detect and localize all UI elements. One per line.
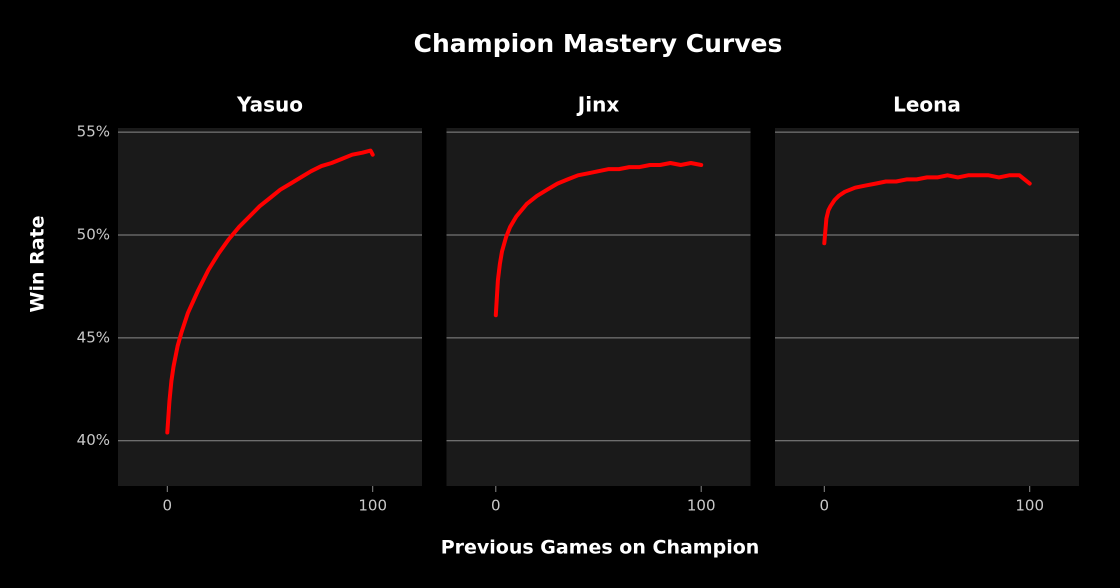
- panel: [118, 128, 422, 486]
- y-tick-label: 40%: [77, 431, 110, 449]
- panel-title: Jinx: [576, 93, 620, 117]
- x-tick-label: 0: [491, 497, 501, 515]
- x-axis-label: Previous Games on Champion: [441, 537, 760, 559]
- panel: [446, 128, 751, 486]
- line: [493, 161, 704, 318]
- line: [165, 148, 375, 435]
- y-tick-label: 55%: [77, 123, 110, 141]
- panel: [775, 128, 1079, 486]
- line: [822, 173, 1032, 246]
- chart-title: Champion Mastery Curves: [414, 29, 783, 58]
- y-tick-label: 45%: [77, 328, 110, 346]
- panel-title: Yasuo: [236, 93, 303, 117]
- x-tick-label: 0: [163, 497, 173, 515]
- x-tick-label: 100: [358, 497, 387, 515]
- x-tick-label: 0: [820, 497, 830, 515]
- x-tick-label: 100: [687, 497, 716, 515]
- panel-title: Leona: [893, 93, 961, 117]
- y-axis-label: Win Rate: [27, 215, 49, 312]
- y-tick-label: 50%: [77, 225, 110, 243]
- x-tick-label: 100: [1015, 497, 1044, 515]
